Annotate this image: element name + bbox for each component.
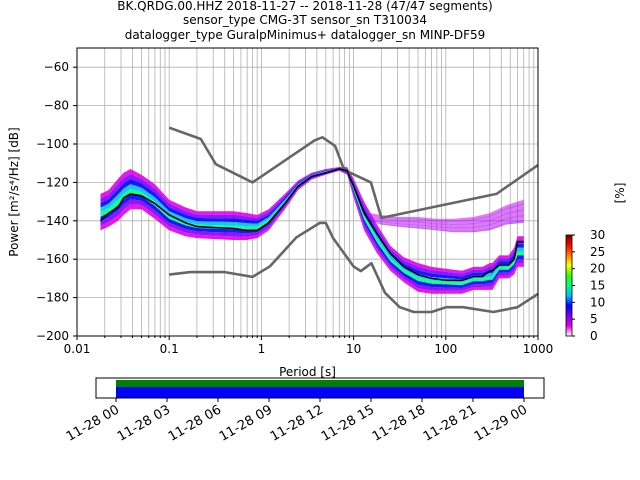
x-tick-label: 0.01 (64, 342, 91, 356)
heatmap-cell (369, 214, 524, 229)
heatmap-cell (100, 169, 524, 291)
heatmap-band-upper-outliers (369, 199, 524, 233)
colorbar: 0 5 10 15 20 25 30 [%] (565, 183, 627, 343)
chart-title-line-1: BK.QRDG.00.HHZ 2018-11-27 -- 2018-11-28 … (117, 0, 493, 13)
timeline-tick-label: 11-29 00 (472, 402, 530, 444)
noise-models (168, 126, 538, 314)
heatmap-cell (369, 202, 524, 223)
x-axis: 0.01 0.1 1 10 100 1000 Period [s] (64, 336, 554, 379)
heatmap-cell (369, 205, 524, 224)
heatmap-band-main (100, 167, 524, 294)
y-tick-label: −100 (36, 137, 69, 151)
timeline-bar (116, 387, 524, 398)
y-tick-label: −200 (36, 329, 69, 343)
colorbar-tick-label: 0 (590, 329, 598, 343)
x-tick-label: 0.1 (160, 342, 179, 356)
colorbar-tick-label: 15 (590, 279, 605, 293)
timeline-tick-label: 11-28 18 (370, 402, 428, 444)
x-tick-label: 10 (346, 342, 361, 356)
x-tick-label: 1000 (523, 342, 554, 356)
chart-title-line-3: datalogger_type GuralpMinimus+ datalogge… (124, 28, 486, 42)
colorbar-label: [%] (613, 183, 627, 204)
y-tick-label: −180 (36, 291, 69, 305)
timeline-tick-label: 11-28 21 (421, 402, 479, 444)
noise-model-low (169, 221, 538, 314)
heatmap-cell (100, 169, 524, 288)
colorbar-tick-label: 25 (590, 245, 605, 259)
timeline-tick-label: 11-28 12 (268, 402, 326, 444)
x-axis-label: Period [s] (279, 365, 336, 379)
timeline-bar (116, 380, 524, 387)
x-tick-label: 1 (258, 342, 266, 356)
colorbar-tick-label: 30 (590, 228, 605, 242)
colorbar-tick-label: 20 (590, 262, 605, 276)
plot-frame (76, 47, 539, 337)
y-tick-label: −160 (36, 252, 69, 266)
timeline-tick-label: 11-28 06 (166, 402, 224, 444)
y-tick-label: −140 (36, 214, 69, 228)
timeline-tick-label: 11-28 00 (64, 402, 122, 444)
y-tick-label: −80 (44, 99, 69, 113)
colorbar-gradient (565, 234, 573, 337)
heatmap-cell (369, 217, 524, 231)
heatmap-cell (100, 167, 524, 274)
y-axis: −60 −80 −100 −120 −140 −160 −180 −200 Power [m²/… (7, 60, 77, 343)
heatmap (100, 167, 524, 294)
noise-model-high (168, 126, 538, 220)
colorbar-tick-label: 10 (590, 295, 605, 309)
heatmap-cell (369, 199, 524, 221)
mean-psd-curve (99, 168, 524, 282)
y-axis-label: Power [m²/s⁴/Hz] [dB] (7, 127, 21, 256)
heatmap-cell (369, 208, 524, 226)
chart-title-line-2: sensor_type CMG-3T sensor_sn T310034 (182, 13, 428, 27)
x-tick-label: 100 (434, 342, 457, 356)
y-tick-label: −60 (44, 60, 69, 74)
timeline-tick-label: 11-28 09 (217, 402, 275, 444)
timeline-tick-label: 11-28 03 (115, 402, 173, 444)
y-tick-label: −120 (36, 175, 69, 189)
timeline-tick-label: 11-28 15 (319, 402, 377, 444)
heatmap-cell (369, 219, 524, 233)
colorbar-tick-label: 5 (590, 312, 598, 326)
heatmap-cell (369, 211, 524, 228)
